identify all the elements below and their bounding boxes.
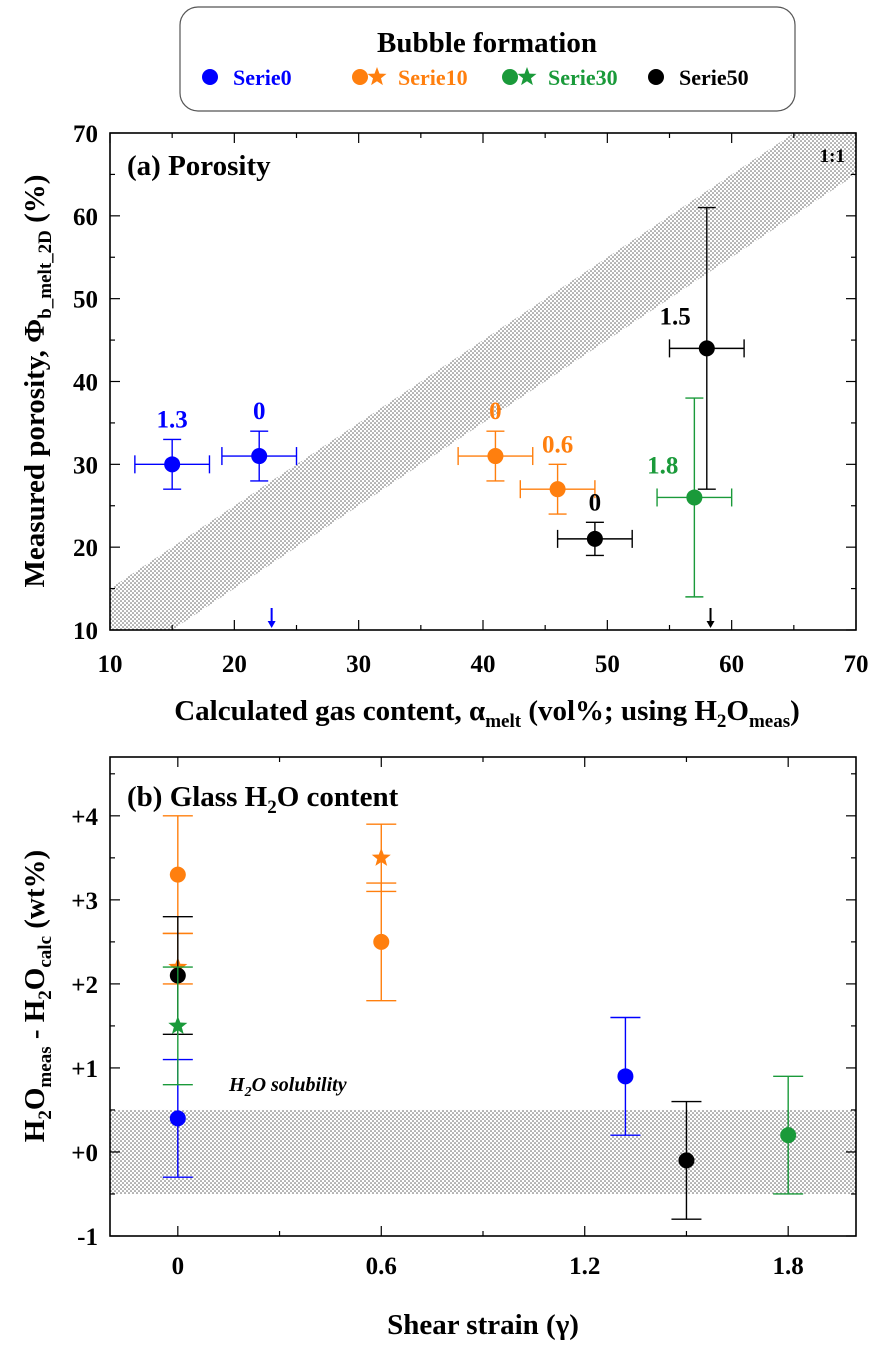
legend-item-serie50: Serie50 [648, 65, 749, 90]
x-tick-label: 50 [595, 651, 620, 678]
y-tick-label: +2 [71, 972, 98, 999]
data-marker [586, 530, 603, 547]
data-label: 1.3 [157, 406, 188, 433]
legend-item-serie0: Serie0 [202, 65, 292, 90]
y-tick-label: +0 [71, 1140, 98, 1167]
data-marker [549, 481, 566, 498]
data-point-b-7 [610, 1016, 641, 1136]
star-marker [371, 847, 391, 866]
legend-label: Serie10 [398, 65, 468, 90]
data-label: 0.6 [542, 431, 573, 458]
y-tick-label: 70 [73, 121, 98, 148]
circle-marker [617, 1068, 634, 1085]
data-marker [164, 456, 181, 473]
legend-label: Serie30 [548, 65, 618, 90]
data-point-a-2: 0 [457, 398, 534, 482]
data-point-a-0: 1.3 [134, 406, 211, 490]
arrow-head [267, 621, 276, 628]
x-tick-label: 1.8 [773, 1253, 804, 1280]
data-marker [686, 489, 703, 506]
y-tick-label: 10 [73, 618, 98, 645]
legend-star-marker [367, 67, 387, 86]
legend-item-serie30: Serie30 [502, 65, 618, 90]
data-label: 1.8 [647, 452, 678, 479]
bottom-arrow-icon [706, 608, 715, 628]
data-point-b-6 [366, 823, 397, 893]
y-tick-label: -1 [77, 1224, 98, 1251]
bottom-arrow-icon [267, 608, 276, 628]
data-label: 1.5 [660, 303, 691, 330]
data-point-b-8 [671, 1100, 702, 1220]
y-tick-label: 40 [73, 370, 98, 397]
data-label: 0 [253, 398, 266, 425]
data-point-b-9 [773, 1075, 804, 1195]
legend-circle-marker [502, 69, 518, 85]
panel-a-title: (a) Porosity [127, 150, 271, 182]
y-tick-label: +1 [71, 1056, 98, 1083]
circle-marker [678, 1152, 695, 1169]
data-label: 0 [589, 489, 602, 516]
x-tick-label: 20 [222, 651, 247, 678]
circle-marker [780, 1127, 797, 1144]
panel-b-xlabel: Shear strain (γ) [387, 1309, 579, 1341]
x-tick-label: 40 [471, 651, 496, 678]
panel-a-axes: 10 20 30 40 50 60 70 10 20 30 40 50 60 70 [73, 121, 869, 678]
one-to-one-band [110, 133, 856, 630]
solubility-label: H2O solubility [228, 1074, 347, 1100]
data-point-a-1: 0 [221, 398, 298, 482]
legend-circle-marker [648, 69, 664, 85]
arrow-head [706, 621, 715, 628]
legend-item-serie10: Serie10 [352, 65, 468, 90]
data-point-a-4: 0 [556, 489, 633, 557]
panel-b: 0 0.6 1.2 1.8 -1 +0 +1 +2 +3 +4 (b) Glass H2O con… [19, 756, 857, 1341]
y-tick-label: 60 [73, 204, 98, 231]
panel-a: 10 20 30 40 50 60 70 10 20 30 40 50 60 70 (a) Porosit… [19, 121, 869, 732]
y-tick-label: 20 [73, 535, 98, 562]
circle-marker [169, 1110, 186, 1127]
legend-label: Serie50 [679, 65, 749, 90]
one-to-one-label: 1:1 [820, 146, 845, 167]
circle-marker [373, 933, 390, 950]
legend-items: Serie0 Serie10 Serie30 Serie50 [202, 65, 749, 90]
panel-a-points: 1.3 0 0 0.6 0 1.8 1.5 [134, 206, 745, 628]
legend-star-marker [517, 67, 537, 86]
legend-circle-marker [352, 69, 368, 85]
x-tick-label: 1.2 [569, 1253, 600, 1280]
panel-a-ylabel: Measured porosity, Φb_melt_2D (%) [19, 175, 56, 588]
data-point-a-5: 1.8 [647, 397, 733, 598]
x-tick-label: 70 [844, 651, 869, 678]
star-marker [168, 1015, 188, 1034]
data-marker [487, 448, 504, 465]
legend-label: Serie0 [233, 65, 292, 90]
x-tick-label: 10 [98, 651, 123, 678]
legend-circle-marker [202, 69, 218, 85]
data-marker [698, 340, 715, 357]
panel-b-title: (b) Glass H2O content [127, 781, 399, 818]
panel-a-xlabel: Calculated gas content, αmelt (vol%; usi… [174, 695, 800, 732]
x-tick-label: 0 [172, 1253, 185, 1280]
data-point-b-4 [162, 966, 193, 1086]
data-point-b-1 [162, 815, 193, 935]
x-tick-label: 0.6 [366, 1253, 397, 1280]
y-tick-label: 50 [73, 287, 98, 314]
panel-b-ylabel: H2Omeas - H2Ocalc (wt%) [19, 850, 56, 1142]
solubility-band [110, 1109, 856, 1194]
panel-b-axes: 0 0.6 1.2 1.8 -1 +0 +1 +2 +3 +4 [71, 757, 856, 1280]
legend: Bubble formation Serie0 Serie10 Serie30 Ser… [179, 6, 796, 112]
x-tick-label: 30 [346, 651, 371, 678]
data-point-a-6: 1.5 [660, 206, 745, 490]
data-label: 0 [489, 398, 502, 425]
data-point-b-5 [366, 882, 397, 1002]
circle-marker [169, 866, 186, 883]
x-tick-label: 60 [719, 651, 744, 678]
legend-box [179, 6, 796, 112]
y-tick-label: 30 [73, 452, 98, 479]
data-point-a-3: 0.6 [519, 431, 596, 515]
panel-b-points [162, 815, 804, 1220]
data-marker [251, 448, 268, 465]
legend-title: Bubble formation [377, 27, 597, 59]
y-tick-label: +3 [71, 888, 98, 915]
y-tick-label: +4 [71, 804, 98, 831]
